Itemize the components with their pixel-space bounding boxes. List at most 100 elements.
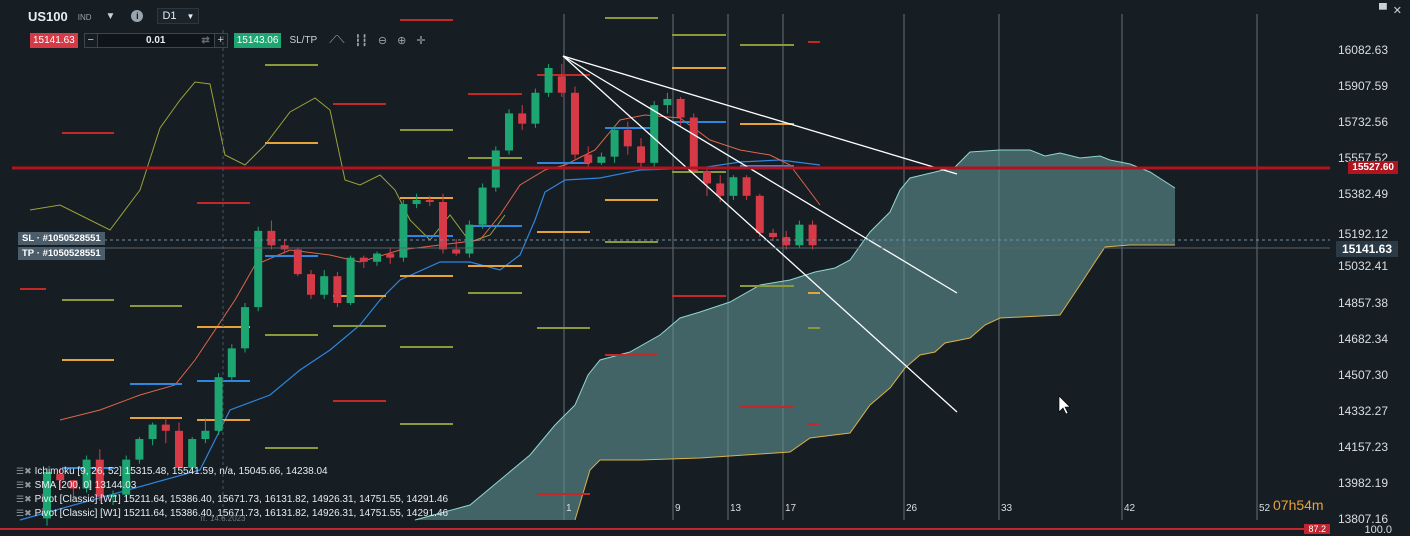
candle [557, 63, 566, 97]
decrease-lot-button[interactable]: − [87, 34, 94, 46]
maximize-icon[interactable]: ▀ [1378, 4, 1387, 16]
candle [571, 86, 579, 159]
candle [703, 169, 711, 196]
zoom-in-icon[interactable]: ⊕ [397, 35, 407, 47]
close-icon[interactable]: ✕ [1392, 5, 1402, 17]
legend-pivot-2[interactable]: ☰✖ Pivot [Classic] [W1] 15211.64, 15386.… [16, 508, 448, 519]
candle-body [135, 439, 144, 460]
candle-body [597, 156, 606, 163]
candle [95, 449, 104, 501]
y-tick-label: 15192.12 [1337, 226, 1388, 241]
candle [122, 455, 131, 501]
mouse-cursor-icon [1058, 395, 1071, 415]
legend-pivot[interactable]: ☰✖ Pivot [Classic] [W1] 15211.64, 15386.… [16, 494, 448, 505]
candle-body [544, 68, 553, 93]
candle [676, 96, 685, 126]
candle-body [386, 253, 395, 258]
lot-stepper: − 0.01 ⇄ + [83, 33, 228, 48]
candle [782, 230, 791, 250]
crosshair-icon[interactable]: ✛ [416, 35, 426, 47]
lot-input[interactable]: 0.01 ⇄ [96, 34, 215, 47]
x-tick-label: 33 [1001, 503, 1013, 514]
y-tick-label: 14157.23 [1337, 439, 1388, 454]
increase-lot-button[interactable]: + [217, 34, 224, 46]
lot-value: 0.01 [145, 35, 166, 46]
candle-body [505, 113, 513, 151]
buy-button[interactable]: 15143.06 [233, 33, 282, 48]
candle [584, 146, 593, 167]
candle-body [214, 377, 223, 431]
legend-sma[interactable]: ☰✖ SMA [200, 0] 13144.03 [16, 480, 136, 491]
zoom-out-icon[interactable]: ⊖ [377, 35, 388, 47]
timeframe-select[interactable]: D1 ▼ [157, 8, 200, 24]
indicator-value-tag: 87.2 [1304, 524, 1330, 534]
trend-line [562, 55, 958, 294]
settings-icon[interactable]: ☰✖ [16, 480, 32, 490]
candle-body [307, 274, 315, 295]
settings-icon[interactable]: ☰✖ [16, 466, 32, 476]
candle [597, 152, 606, 165]
info-icon[interactable]: i [131, 10, 144, 22]
candle [505, 109, 513, 155]
candle [729, 175, 738, 200]
candle-body [188, 439, 197, 468]
y-tick-label: 13982.19 [1337, 475, 1388, 490]
candle [109, 490, 117, 505]
x-tick-label: 1 [566, 503, 572, 514]
candle-body [293, 249, 302, 275]
y-tick-label: 15732.56 [1337, 115, 1388, 130]
candle [56, 467, 65, 489]
chevron-down-icon[interactable]: ▼ [105, 10, 116, 22]
candle-body [518, 113, 527, 124]
candle-body [161, 424, 170, 431]
legend-label: SMA [200, 0] 13144.03 [34, 480, 137, 491]
candle-body [571, 92, 579, 155]
legend-label: Pivot [Classic] [W1] 15211.64, 15386.40,… [34, 494, 449, 505]
trend-lines [562, 55, 958, 413]
candle [346, 255, 355, 306]
candle-body [623, 129, 632, 147]
sell-button[interactable]: 15141.63 [30, 33, 78, 48]
candle [148, 422, 157, 446]
symbol-name[interactable]: US100 [28, 8, 68, 24]
current-price-tag: 15141.63 [1335, 241, 1398, 257]
candle-body [227, 348, 236, 378]
candle-body [478, 187, 487, 225]
candle-body [742, 177, 751, 196]
candle [610, 125, 619, 163]
candle [254, 226, 263, 312]
candle-body [465, 224, 474, 254]
line-chart-icon[interactable]: ⟋⟍ [329, 34, 345, 46]
legend-ichimoku[interactable]: ☰✖ Ichimoku [9, 26, 52] 15315.48, 15541.… [16, 466, 328, 477]
candle-body [56, 474, 65, 481]
sltp-button[interactable]: SL/TP [289, 35, 318, 46]
settings-icon[interactable]: ☰✖ [16, 508, 32, 518]
tp-marker[interactable]: TP · #1050528551 [18, 247, 105, 260]
timeframe-value: D1 [162, 10, 177, 22]
symbol-type: IND [77, 12, 92, 22]
candle [637, 138, 645, 167]
swap-icon[interactable]: ⇄ [201, 35, 210, 46]
candle-chart-icon[interactable]: ┇┇ [354, 35, 368, 47]
candle [267, 220, 276, 250]
y-tick-label: 15032.41 [1337, 259, 1388, 274]
candle-body [689, 117, 698, 172]
window-controls: ▀ ✕ [1379, 4, 1402, 17]
candle [161, 418, 170, 444]
y-tick-label: 14682.34 [1337, 331, 1388, 346]
candle [663, 92, 672, 114]
candle-body [610, 129, 619, 157]
candle [333, 272, 342, 308]
sl-marker[interactable]: SL · #1050528551 [18, 232, 105, 245]
candle-body [782, 237, 791, 246]
candle-body [808, 224, 817, 246]
ichimoku-chikou-line [29, 81, 506, 243]
settings-icon[interactable]: ☰✖ [16, 494, 32, 504]
candle-body [109, 494, 117, 497]
resistance-price-tag: 15527.60 [1348, 161, 1398, 174]
candle-body [359, 257, 368, 262]
countdown-hours: 07h [1273, 497, 1297, 513]
candle-body [584, 154, 593, 163]
candle [425, 195, 434, 207]
